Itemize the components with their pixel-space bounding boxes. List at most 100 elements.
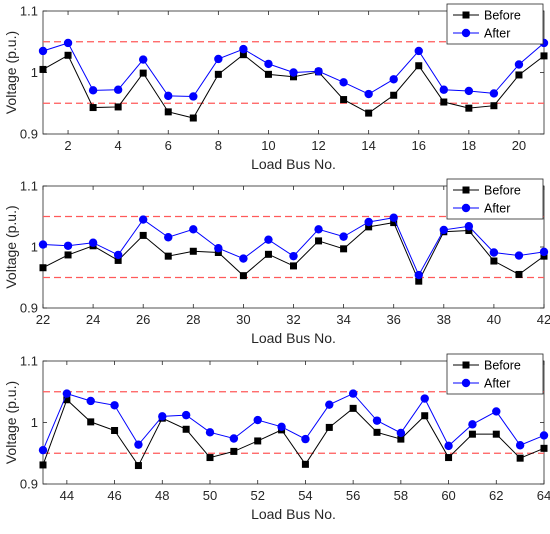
point-before xyxy=(465,104,473,112)
point-before xyxy=(239,51,247,59)
x-tick-label: 34 xyxy=(336,312,350,327)
point-before xyxy=(415,62,423,70)
point-before xyxy=(182,425,190,433)
x-tick-label: 42 xyxy=(537,312,550,327)
point-before xyxy=(290,73,297,81)
x-axis-label: Load Bus No. xyxy=(251,156,336,172)
point-after xyxy=(439,85,448,94)
chart-panel-1: 2 4 6 8 10 12 14 16 18 20 0.9 1 1.1 Load Bus No. Volta… xyxy=(3,3,549,172)
point-after xyxy=(464,86,474,96)
x-tick-label: 58 xyxy=(394,488,408,503)
series-line-before xyxy=(42,398,545,467)
x-tick-label: 64 xyxy=(537,488,550,503)
point-after xyxy=(239,254,248,263)
point-before xyxy=(421,412,429,420)
y-axis-label: Voltage (p.u.) xyxy=(3,205,19,288)
y-axis-label: Voltage (p.u.) xyxy=(3,381,19,464)
legend-marker-before xyxy=(462,186,470,194)
point-after xyxy=(86,396,95,406)
x-tick-label: 56 xyxy=(346,488,360,503)
x-tick-label: 4 xyxy=(115,138,122,153)
point-after xyxy=(420,394,429,403)
point-after xyxy=(253,415,262,425)
x-tick-label: 44 xyxy=(60,488,74,503)
point-before xyxy=(89,104,97,112)
x-tick-label: 6 xyxy=(165,138,172,153)
point-before xyxy=(111,426,119,434)
point-after xyxy=(515,441,525,450)
x-tick-label: 16 xyxy=(412,138,426,153)
y-tick-label: 1.1 xyxy=(20,179,38,194)
point-after xyxy=(139,215,148,224)
legend: Before After xyxy=(446,3,544,45)
y-tick-label: 0.9 xyxy=(20,127,38,142)
point-before xyxy=(390,91,398,99)
legend-marker-before xyxy=(462,11,470,19)
point-after xyxy=(164,233,173,242)
point-before xyxy=(540,52,548,60)
x-tick-label: 54 xyxy=(298,488,312,503)
legend-label-after: After xyxy=(484,202,510,216)
point-after xyxy=(113,250,123,260)
point-before xyxy=(264,250,272,258)
point-before xyxy=(490,257,498,265)
point-after xyxy=(492,407,501,416)
point-after xyxy=(189,92,198,101)
point-before xyxy=(373,428,381,436)
point-after xyxy=(514,251,524,260)
x-tick-label: 8 xyxy=(215,138,222,153)
point-after xyxy=(489,248,499,257)
x-tick-label: 2 xyxy=(64,138,71,153)
legend: Before After xyxy=(446,178,544,220)
point-after xyxy=(514,60,524,69)
point-before xyxy=(349,404,357,412)
point-after xyxy=(389,213,398,222)
series-line-after xyxy=(42,392,545,451)
x-tick-label: 22 xyxy=(36,312,50,327)
point-before xyxy=(139,69,147,77)
legend-marker-before xyxy=(462,361,470,369)
legend-label-before: Before xyxy=(484,359,521,373)
point-after xyxy=(113,85,123,94)
chart-panel-3: 44 46 48 50 52 54 56 58 60 62 64 0.9 1 1.1 Load Bus No… xyxy=(3,354,550,523)
point-after xyxy=(414,46,423,56)
point-after xyxy=(444,441,453,451)
point-before xyxy=(64,51,72,59)
y-tick-label: 0.9 xyxy=(20,477,38,492)
point-before xyxy=(492,430,500,438)
point-before xyxy=(164,108,172,116)
point-after xyxy=(264,59,273,69)
chart-panel-2: 22 24 26 28 30 32 34 36 38 40 42 0.9 1 1.1 Load Bus No… xyxy=(3,179,550,347)
point-before xyxy=(340,245,348,253)
point-after xyxy=(134,440,143,449)
point-before xyxy=(39,264,47,272)
legend-label-after: After xyxy=(484,27,510,41)
point-after xyxy=(88,86,98,95)
x-tick-label: 32 xyxy=(286,312,300,327)
x-tick-label: 40 xyxy=(487,312,501,327)
y-tick-label: 0.9 xyxy=(20,301,38,316)
y-tick-label: 1.1 xyxy=(20,4,38,19)
point-after xyxy=(396,428,406,438)
point-after xyxy=(229,434,239,443)
point-before xyxy=(445,454,453,462)
legend: Before After xyxy=(446,353,544,395)
point-after xyxy=(38,240,48,249)
point-after xyxy=(189,225,198,234)
point-before xyxy=(264,70,272,78)
point-before xyxy=(465,227,473,235)
point-before xyxy=(134,462,142,470)
point-after xyxy=(181,410,191,420)
point-before xyxy=(39,461,47,469)
point-before xyxy=(87,418,95,426)
x-tick-label: 38 xyxy=(437,312,451,327)
point-after xyxy=(314,67,323,76)
point-before xyxy=(301,460,309,468)
x-tick-label: 10 xyxy=(261,138,275,153)
point-before xyxy=(540,252,548,260)
point-after xyxy=(205,428,215,437)
point-after xyxy=(164,91,173,101)
point-before xyxy=(63,396,71,404)
point-after xyxy=(38,46,48,56)
point-before xyxy=(397,435,405,443)
